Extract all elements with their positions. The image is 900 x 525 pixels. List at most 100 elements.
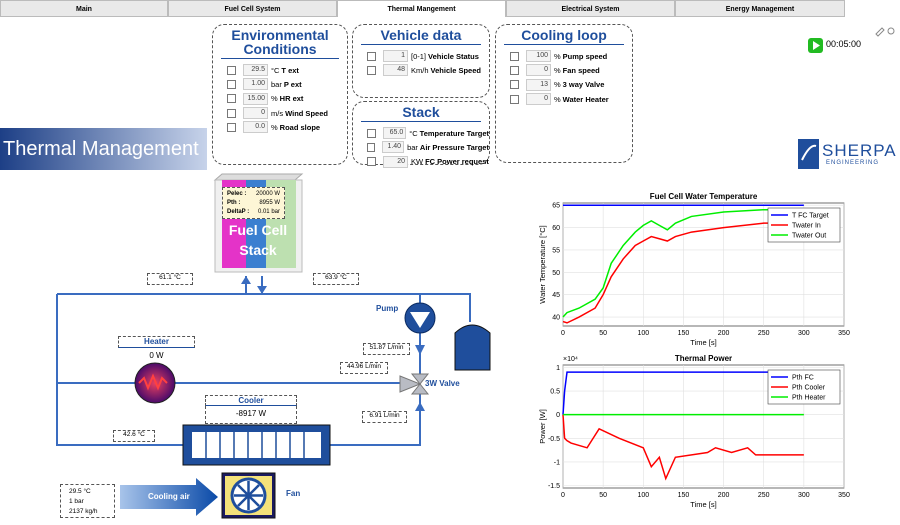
checkbox[interactable]	[227, 65, 236, 75]
play-icon	[813, 41, 820, 50]
series-line	[562, 371, 804, 415]
x-tick-label: 0	[561, 492, 565, 499]
checkbox[interactable]	[367, 65, 376, 75]
row-label: Wind Speed	[285, 108, 328, 118]
flow-arrows	[241, 276, 425, 411]
tab[interactable]: Fuel Cell System	[168, 0, 337, 17]
fan-label: Fan	[286, 489, 301, 498]
input-field[interactable]: 20	[383, 155, 408, 168]
input-field[interactable]: 1.00	[243, 78, 268, 91]
row-label: Water Heater	[562, 94, 609, 104]
legend-label: T FC Target	[792, 213, 829, 220]
checkbox[interactable]	[227, 108, 236, 118]
y-tick-label: 60	[552, 225, 560, 232]
panel-row: 20 KW FC Power request	[353, 155, 489, 169]
unit: KW	[411, 157, 424, 167]
input-field[interactable]: 0	[526, 93, 551, 106]
unit: %	[554, 65, 561, 75]
checkbox[interactable]	[367, 51, 376, 61]
info-row: Pelec : 20000 W	[227, 190, 280, 199]
cooler-power: -8917 W	[205, 406, 297, 424]
y-tick-label: 40	[552, 315, 560, 322]
cooling-air-label: Cooling air	[148, 492, 190, 501]
checkbox[interactable]	[367, 142, 376, 152]
series-line	[562, 222, 804, 324]
x-tick-label: 300	[798, 492, 810, 499]
x-axis-label: Time [s]	[690, 338, 716, 347]
info-label: Pth :	[227, 200, 241, 206]
input-field[interactable]: 13	[526, 78, 551, 91]
logo-name: SHERPA	[822, 141, 897, 160]
row-label: Vehicle Speed	[430, 65, 481, 75]
checkbox[interactable]	[227, 122, 236, 132]
tab[interactable]: Energy Management	[675, 0, 845, 17]
unit: °C	[409, 128, 418, 138]
checkbox[interactable]	[227, 79, 236, 89]
input-field[interactable]: 0	[243, 107, 268, 120]
cooler	[182, 424, 331, 466]
x-tick-label: 0	[561, 330, 565, 337]
series-line	[562, 414, 804, 481]
banner-bg	[0, 128, 207, 170]
checkbox[interactable]	[510, 94, 519, 104]
row-label: Temperature Target	[419, 128, 489, 138]
row-label: 3 way Valve	[562, 80, 605, 90]
checkbox[interactable]	[227, 94, 236, 104]
x-tick-label: 50	[599, 330, 607, 337]
unit: %	[271, 122, 278, 132]
row-label: T ext	[281, 65, 299, 75]
panel-row: 1.00 bar P ext	[213, 77, 347, 91]
y-tick-label: 0.5	[550, 389, 560, 396]
input-field[interactable]: 100	[526, 50, 551, 63]
panel-row: 29.5 °C T ext	[213, 63, 347, 77]
pipes	[56, 276, 471, 446]
air-input: 29.5 °C	[69, 488, 91, 495]
input-field[interactable]: 29.5	[243, 64, 268, 77]
input-field[interactable]: 0	[526, 64, 551, 77]
cooling-air-arrow	[120, 478, 218, 516]
input-field[interactable]: 65.0	[382, 127, 407, 140]
cooler-label: Cooler	[205, 395, 297, 406]
input-field[interactable]: 0.0	[243, 121, 268, 134]
row-label: FC Power request	[425, 157, 489, 167]
tab[interactable]: Main	[0, 0, 168, 17]
x-tick-label: 200	[718, 330, 730, 337]
row-label: Pump speed	[562, 51, 608, 61]
tab[interactable]: Electrical System	[506, 0, 675, 17]
unit: bar	[271, 79, 282, 89]
checkbox[interactable]	[510, 65, 519, 75]
info-value: 0.01 bar	[257, 209, 280, 215]
heater-label: Heater	[118, 336, 195, 348]
checkbox[interactable]	[510, 80, 519, 90]
legend-label: Twater In	[792, 223, 821, 230]
x-tick-label: 100	[637, 492, 649, 499]
y-tick-label: -0.5	[548, 436, 560, 443]
checkbox[interactable]	[367, 157, 376, 167]
timer: 00:05:00	[826, 39, 862, 49]
panel-row: 100% Pump speed	[496, 49, 632, 63]
panel-title: Environmental Conditions	[221, 25, 339, 59]
flow-label: 51.87 L/min	[363, 343, 410, 355]
y-multiplier: ×10⁴	[563, 356, 578, 363]
checkbox[interactable]	[510, 51, 519, 61]
air-input: 1 bar	[69, 498, 84, 505]
panel-row: 15.00% HR ext	[213, 92, 347, 106]
input-field[interactable]: 15.00	[243, 92, 268, 105]
flow-label: 6.91 L/min	[362, 411, 407, 423]
chart-title: Fuel Cell Water Temperature	[650, 192, 758, 201]
panel-row: 13% 3 way Valve	[496, 78, 632, 92]
input-field[interactable]: 1	[383, 50, 408, 63]
panel: Stack 65.0 °C Temperature Target 1.40 bar Air …	[352, 101, 490, 168]
input-field[interactable]: 48	[383, 64, 408, 77]
tank	[454, 324, 491, 371]
valve-label: 3W Valve	[425, 379, 460, 388]
logo-tagline: ENGINEERING	[826, 160, 880, 166]
x-tick-label: 50	[599, 492, 607, 499]
chart-title: Thermal Power	[675, 354, 732, 363]
banner-title: Thermal Management	[3, 138, 199, 160]
checkbox[interactable]	[367, 128, 376, 138]
panel-row: 48 Km/h Vehicle Speed	[353, 63, 489, 77]
input-field[interactable]: 1.40	[382, 141, 405, 154]
tab-active[interactable]: Thermal Mangement	[337, 0, 506, 17]
